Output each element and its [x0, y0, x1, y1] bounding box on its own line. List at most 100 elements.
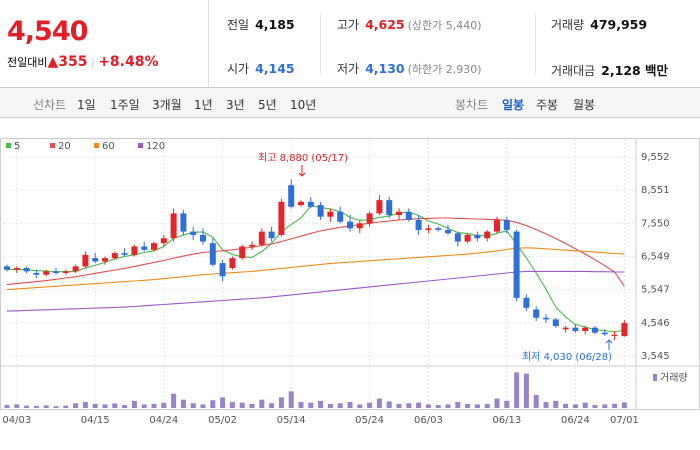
volume-bar [582, 402, 588, 408]
candle-body [582, 327, 589, 331]
volume-bar [435, 405, 441, 408]
tab[interactable]: 월봉 [573, 98, 596, 112]
legend-swatch [6, 143, 11, 148]
stat: 저가 4,130 (하한가 2,930) [337, 60, 482, 77]
price-box: 4,540 전일대비▲355 | +8.48% [0, 0, 209, 87]
volume-bar [4, 405, 10, 408]
volume-bar [200, 404, 206, 408]
stat-value: 2,128 백만 [601, 63, 669, 78]
candle-body [298, 201, 304, 206]
candle-body [513, 231, 520, 298]
change-label: 전일대비 [7, 56, 48, 69]
candle-body [396, 211, 402, 216]
candle-body [376, 200, 383, 214]
volume-bar [53, 406, 59, 408]
y-tick-label: 3,545 [641, 351, 670, 362]
candle-body [209, 243, 216, 265]
candle-body [592, 327, 598, 333]
legend-swatch [138, 143, 143, 148]
volume-bar [269, 403, 275, 408]
volume-bar [92, 403, 98, 408]
x-tick-label: 05/02 [208, 415, 237, 426]
stat: 전일 4,185 [227, 16, 295, 33]
tab[interactable]: 3개월 [152, 98, 182, 112]
x-tick-label: 05/24 [355, 415, 384, 426]
volume-bar [357, 404, 363, 408]
volume-bar [102, 404, 108, 408]
volume-bar [406, 403, 412, 408]
stat: 거래대금 2,128 백만 [551, 60, 668, 79]
volume-bar [327, 403, 333, 408]
volume-bar [122, 405, 128, 408]
volume-bar [161, 402, 167, 408]
stat-label: 저가 [337, 62, 360, 76]
tab[interactable]: 1일 [77, 98, 96, 112]
volume-bar [249, 403, 255, 408]
volume-bar [416, 402, 422, 408]
separator [320, 14, 321, 74]
x-tick-label: 04/15 [81, 415, 110, 426]
change-value: ▲355 [47, 54, 88, 70]
annotation-arrowhead [298, 172, 306, 177]
tab[interactable]: 1주일 [110, 98, 140, 112]
legend-swatch [94, 143, 99, 148]
volume-bar [523, 373, 529, 408]
volume-bar [171, 393, 177, 408]
tab[interactable]: 3년 [226, 98, 245, 112]
legend-swatch [50, 143, 55, 148]
tab[interactable]: 1년 [194, 98, 213, 112]
candle-body [4, 266, 10, 270]
volume-bar [151, 403, 157, 408]
candle-body [92, 258, 99, 262]
x-tick-label: 04/03 [2, 415, 31, 426]
legend-label: 5 [14, 141, 20, 152]
volume-bar [308, 402, 314, 408]
candle-body [386, 200, 393, 216]
volume-bar [386, 401, 392, 408]
x-tick-label: 04/24 [149, 415, 178, 426]
candle-body [552, 319, 559, 327]
volume-bar [504, 400, 510, 408]
candle-body [82, 254, 89, 267]
tab[interactable]: 10년 [290, 98, 317, 112]
stat-label: 거래량 [551, 18, 585, 32]
volume-bar [220, 397, 226, 408]
volume-bar [455, 402, 461, 408]
stat-label: 고가 [337, 18, 360, 32]
tab[interactable]: 일봉 [502, 98, 525, 112]
volume-bar [190, 403, 196, 408]
volume-bar [367, 402, 373, 408]
volume-bar [14, 404, 20, 408]
stat: 고가 4,625 (상한가 5,440) [337, 16, 482, 33]
candle-body [356, 223, 363, 229]
x-tick-label: 06/24 [561, 415, 590, 426]
candle-body [307, 201, 314, 207]
volume-bar [259, 399, 265, 408]
tab[interactable]: 5년 [258, 98, 277, 112]
candle-body [102, 258, 108, 262]
x-tick-label: 06/03 [414, 415, 443, 426]
candle-body [111, 253, 118, 259]
separator [535, 14, 536, 74]
candle-body [288, 185, 295, 207]
candle-body [13, 268, 20, 270]
tab[interactable]: 주봉 [536, 98, 559, 112]
volume-bar [602, 404, 608, 408]
candle-body [141, 246, 148, 250]
stat-note: (상한가 5,440) [407, 19, 482, 32]
candle-body [415, 220, 422, 230]
volume-bar [465, 403, 471, 408]
legend-label: 120 [146, 141, 165, 152]
candle-body [278, 201, 285, 235]
volume-bar [337, 403, 343, 408]
stat-label: 거래대금 [551, 64, 596, 78]
volume-bar [73, 403, 79, 408]
candle-body [572, 327, 579, 331]
volume-bar [553, 400, 559, 408]
candle-body [160, 238, 167, 244]
candle-body [151, 243, 157, 250]
y-tick-label: 8,551 [641, 185, 670, 196]
y-tick-label: 7,550 [641, 218, 670, 229]
candle-body [366, 213, 373, 224]
candle-body [258, 231, 265, 245]
